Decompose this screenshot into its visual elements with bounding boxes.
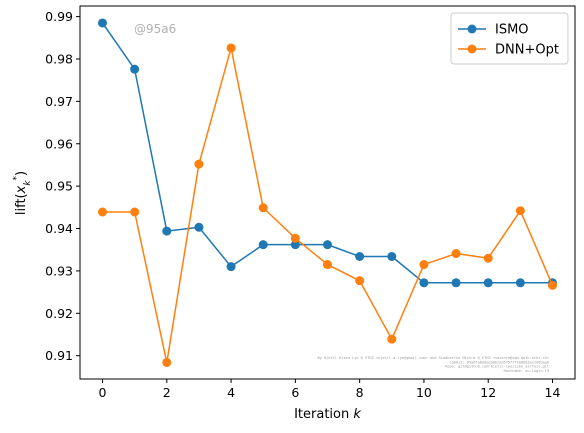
data-point-dnn-opt <box>355 276 365 286</box>
data-point-ismo <box>355 252 365 262</box>
x-axis-label: Iteration k <box>294 407 361 422</box>
data-point-ismo <box>483 278 493 288</box>
x-tick-label: 14 <box>545 385 561 400</box>
watermark: @95a6 <box>134 22 176 36</box>
y-tick-label: 0.97 <box>45 94 73 109</box>
data-point-dnn-opt <box>130 207 140 217</box>
data-point-dnn-opt <box>419 260 429 270</box>
y-axis-label: lift(xk*) <box>12 171 33 215</box>
credit-line: Hostname: eu-login-19 <box>504 369 549 373</box>
y-tick-label: 0.96 <box>45 136 73 151</box>
data-point-dnn-opt <box>162 357 172 367</box>
data-point-dnn-opt <box>451 249 461 259</box>
x-axis-ticks: 0 2 4 6 8 10 12 14 <box>99 379 561 400</box>
data-point-dnn-opt <box>98 207 107 217</box>
data-point-dnn-opt <box>515 206 525 216</box>
x-tick-label: 12 <box>480 385 496 400</box>
x-tick-label: 4 <box>227 385 235 400</box>
y-tick-label: 0.92 <box>45 306 73 321</box>
data-point-ismo <box>451 278 461 288</box>
plot-area <box>80 6 575 379</box>
data-point-ismo <box>323 240 332 250</box>
y-axis-ticks: 0.91 0.92 0.93 0.94 0.95 0.96 0.97 0.98 0.99 <box>45 9 80 363</box>
data-point-ismo <box>419 278 429 288</box>
data-point-dnn-opt <box>226 43 236 53</box>
x-tick-label: 8 <box>356 385 364 400</box>
series-layer <box>98 18 557 367</box>
legend-box <box>450 12 569 65</box>
legend-swatch-marker-dnn-opt <box>467 44 477 54</box>
credit-text: By Kjetil Olsen Lye @ ETHZ <kjetil.o.lye… <box>317 356 549 373</box>
y-tick-label: 0.91 <box>45 348 73 363</box>
data-point-ismo <box>226 262 236 272</box>
data-point-ismo <box>258 240 268 250</box>
data-point-dnn-opt <box>323 260 332 270</box>
y-tick-label: 0.94 <box>45 221 73 236</box>
data-point-dnn-opt <box>290 233 300 243</box>
y-tick-label: 0.98 <box>45 51 73 66</box>
y-tick-label: 0.93 <box>45 263 73 278</box>
x-tick-label: 2 <box>163 385 171 400</box>
x-tick-label: 0 <box>99 385 107 400</box>
credit-line: Commit: 95a67a6d0eeb0b22d5f577f4b86d2ee1… <box>449 360 549 364</box>
data-point-dnn-opt <box>387 334 397 344</box>
data-point-ismo <box>515 278 525 288</box>
legend-swatch-marker-ismo <box>467 24 477 34</box>
data-point-dnn-opt <box>194 159 204 169</box>
data-point-ismo <box>387 252 397 262</box>
data-point-dnn-opt <box>258 203 268 213</box>
legend: ISMO DNN+Opt <box>450 12 569 65</box>
data-point-dnn-opt <box>483 253 493 263</box>
data-point-ismo <box>290 240 300 250</box>
data-point-ismo <box>130 64 140 74</box>
x-axis-label-text: Iteration <box>294 407 353 422</box>
data-point-ismo <box>194 222 204 232</box>
legend-label-dnn-opt: DNN+Opt <box>495 43 559 58</box>
credit-line: Repo: git@github.com:kjetil-lye/ismo_air… <box>445 365 549 369</box>
data-point-dnn-opt <box>548 280 557 290</box>
x-axis-label-var: k <box>353 407 361 422</box>
credit-line: By Kjetil Olsen Lye @ ETHZ <kjetil.o.lye… <box>317 356 549 360</box>
data-point-ismo <box>98 18 107 28</box>
data-point-ismo <box>162 226 172 236</box>
legend-label-ismo: ISMO <box>495 23 529 38</box>
y-tick-label: 0.99 <box>45 9 73 24</box>
plot-frame <box>79 5 576 380</box>
x-tick-label: 6 <box>291 385 299 400</box>
y-tick-label: 0.95 <box>45 179 73 194</box>
x-tick-label: 10 <box>416 385 432 400</box>
